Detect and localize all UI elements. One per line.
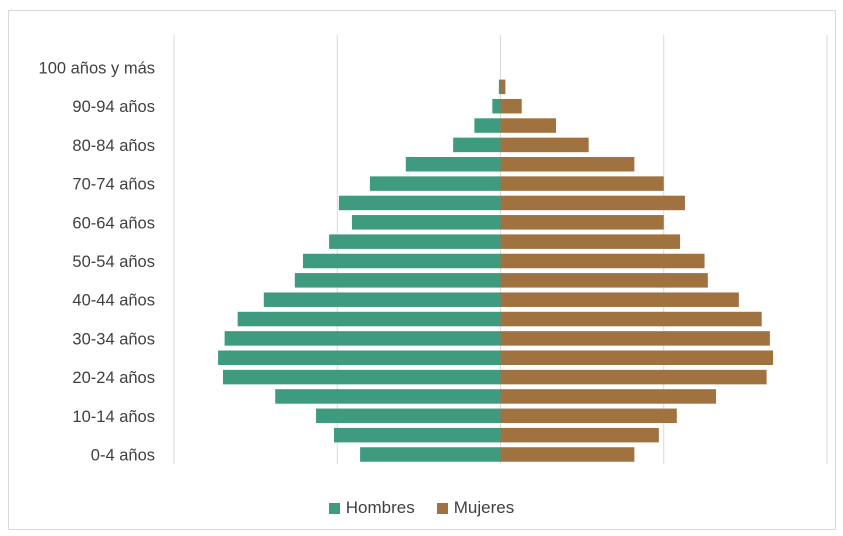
bar-hombres-2 — [316, 408, 501, 424]
bar-hombres-16 — [453, 137, 501, 153]
bar-hombres-14 — [369, 176, 501, 191]
chart-frame — [8, 10, 836, 530]
legend-label-hombres: Hombres — [345, 498, 415, 517]
bar-hombres-15 — [405, 157, 501, 172]
bar-hombres-5 — [218, 350, 501, 365]
bar-hombres-1 — [333, 427, 501, 443]
legend-item-hombres: Hombres — [328, 498, 415, 518]
legend: Hombres Mujeres — [0, 498, 843, 518]
bar-hombres-8 — [263, 292, 501, 307]
tick-label-8: 80-84 años — [72, 137, 155, 155]
tick-label-4: 40-44 años — [72, 292, 155, 310]
tick-label-9: 90-94 años — [72, 98, 155, 116]
bar-hombres-13 — [338, 195, 501, 211]
bar-mujeres-2 — [500, 408, 677, 424]
bar-mujeres-13 — [500, 195, 685, 211]
legend-swatch-hombres — [328, 502, 340, 514]
bar-hombres-10 — [302, 253, 501, 269]
tick-label-7: 70-74 años — [72, 176, 155, 194]
bar-hombres-19 — [498, 79, 501, 95]
bar-mujeres-9 — [500, 273, 708, 288]
tick-label-6: 60-64 años — [72, 214, 155, 232]
bar-mujeres-14 — [500, 176, 664, 191]
bar-hombres-3 — [275, 389, 501, 404]
bar-mujeres-1 — [500, 427, 659, 443]
bar-mujeres-15 — [500, 157, 635, 172]
bar-mujeres-10 — [500, 253, 705, 269]
bar-mujeres-18 — [500, 98, 522, 114]
bar-mujeres-6 — [500, 331, 770, 346]
bar-hombres-4 — [222, 369, 501, 385]
tick-label-1: 10-14 años — [72, 408, 155, 426]
bar-mujeres-19 — [500, 79, 506, 95]
tick-label-2: 20-24 años — [72, 369, 155, 387]
bar-hombres-18 — [492, 98, 501, 114]
tick-label-0: 0-4 años — [91, 447, 155, 465]
bar-mujeres-8 — [500, 292, 739, 307]
tick-label-5: 50-54 años — [72, 253, 155, 271]
legend-item-mujeres: Mujeres — [436, 498, 515, 518]
bar-mujeres-12 — [500, 215, 664, 230]
bar-hombres-11 — [329, 234, 501, 249]
bar-mujeres-16 — [500, 137, 589, 153]
bar-mujeres-5 — [500, 350, 774, 365]
bar-mujeres-7 — [500, 311, 762, 327]
bar-hombres-17 — [474, 118, 501, 133]
bar-mujeres-17 — [500, 118, 557, 133]
tick-label-10: 100 años y más — [39, 60, 155, 78]
bar-hombres-12 — [351, 215, 501, 230]
bar-hombres-7 — [237, 311, 501, 327]
bar-hombres-6 — [224, 331, 501, 346]
legend-label-mujeres: Mujeres — [453, 498, 515, 517]
bar-hombres-9 — [294, 273, 501, 288]
tick-label-3: 30-34 años — [72, 330, 155, 348]
legend-swatch-mujeres — [436, 502, 448, 514]
bar-mujeres-0 — [500, 447, 635, 462]
bar-mujeres-4 — [500, 369, 767, 385]
bar-mujeres-11 — [500, 234, 681, 249]
bar-hombres-0 — [360, 447, 501, 462]
bar-mujeres-3 — [500, 389, 716, 404]
